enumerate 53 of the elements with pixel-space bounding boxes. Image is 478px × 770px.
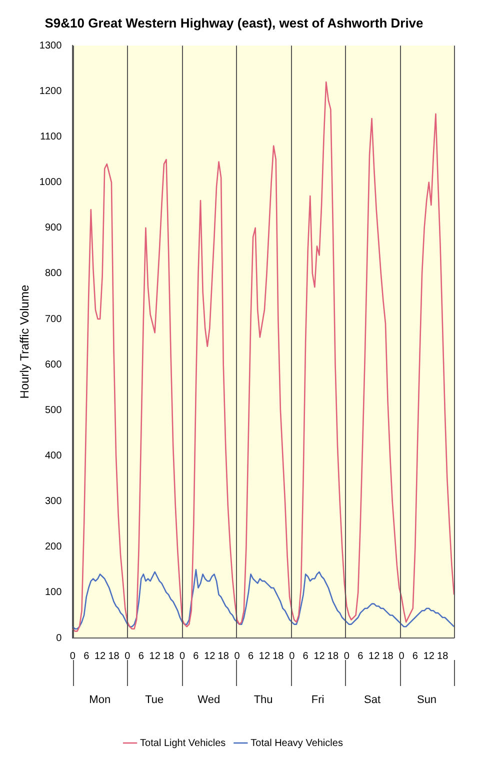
y-axis-title: Hourly Traffic Volume xyxy=(18,284,32,399)
x-tick-label: 18 xyxy=(218,650,230,662)
x-tick-label: 18 xyxy=(382,650,394,662)
x-tick-label: 6 xyxy=(84,650,90,662)
x-tick-label: 6 xyxy=(412,650,418,662)
x-tick-label: 18 xyxy=(108,650,120,662)
x-tick-label: 12 xyxy=(94,650,106,662)
x-tick-label: 6 xyxy=(358,650,364,662)
x-tick-label: 12 xyxy=(149,650,161,662)
x-tick-label: 12 xyxy=(314,650,326,662)
y-tick-label: 500 xyxy=(44,404,62,416)
x-tick-label: 18 xyxy=(327,650,339,662)
chart-title: S9&10 Great Western Highway (east), west of Ashworth Drive xyxy=(44,15,424,30)
x-tick-label: 0 xyxy=(234,650,240,662)
text: Tue xyxy=(145,694,164,706)
x-tick-label: 6 xyxy=(302,650,309,662)
x-tick-label: 0 xyxy=(344,650,350,662)
x-tick-label: 6 xyxy=(138,650,144,662)
y-tick-label: 1200 xyxy=(39,86,62,97)
x-tick-label: 12 xyxy=(258,650,270,662)
text: Sun xyxy=(416,694,437,706)
y-tick-label: 1000 xyxy=(39,177,62,188)
x-tick-label: 18 xyxy=(437,650,449,662)
x-tick-label: 0 xyxy=(289,650,296,662)
x-tick-label: 12 xyxy=(368,650,380,662)
x-tick-label: 12 xyxy=(423,650,435,662)
y-tick-label: 400 xyxy=(44,450,62,462)
text: Wed xyxy=(198,694,220,706)
y-tick-label: 0 xyxy=(56,632,62,644)
y-tick-label: 100 xyxy=(44,587,62,598)
y-tick-label: 600 xyxy=(44,359,62,370)
x-tick-label: 0 xyxy=(179,650,186,662)
y-tick-label: 700 xyxy=(44,314,62,325)
y-tick-label: 800 xyxy=(44,268,62,280)
x-tick-label: 0 xyxy=(70,650,76,662)
text: Thu xyxy=(254,694,273,706)
text: Mon xyxy=(89,694,111,706)
x-tick-label: 6 xyxy=(193,650,200,662)
x-tick-label: 0 xyxy=(398,650,405,662)
legend-label: Total Light Vehicles xyxy=(140,738,226,749)
y-tick-label: 900 xyxy=(44,222,62,234)
x-tick-label: 6 xyxy=(248,650,254,662)
x-tick-label: 12 xyxy=(204,650,216,662)
text: Fri xyxy=(311,694,324,706)
x-tick-label: 0 xyxy=(124,650,131,662)
y-tick-label: 1100 xyxy=(40,131,62,142)
legend-label: Total Heavy Vehicles xyxy=(250,738,343,749)
y-tick-label: 1300 xyxy=(39,40,62,52)
text: Sat xyxy=(364,694,381,706)
y-tick-label: 300 xyxy=(44,496,62,508)
x-tick-label: 18 xyxy=(162,650,175,662)
x-tick-label: 18 xyxy=(272,650,284,662)
y-tick-label: 200 xyxy=(44,542,62,553)
